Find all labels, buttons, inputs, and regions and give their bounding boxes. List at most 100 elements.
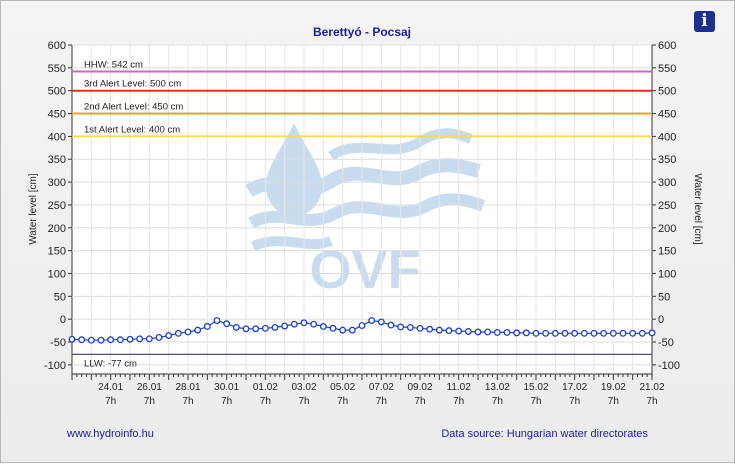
ovf-watermark-logo (245, 123, 486, 251)
series-point (474, 328, 482, 336)
y-tick-label-left: 0 (60, 314, 66, 326)
x-tick-label-date: 13.02 (485, 382, 510, 393)
series-point (629, 329, 637, 337)
series-point (648, 329, 656, 337)
series-point (145, 335, 153, 343)
x-tick-label-date: 26.01 (137, 382, 162, 393)
series-point (126, 335, 134, 343)
series-point (87, 336, 95, 344)
series-point (107, 336, 115, 344)
x-tick-label-date: 24.01 (98, 382, 123, 393)
reference-line-label: 1st Alert Level: 400 cm (84, 124, 180, 135)
y-tick-label-right: -100 (658, 360, 680, 372)
y-tick-label-right: 600 (658, 40, 676, 52)
series-point (493, 328, 501, 336)
x-tick-label-time: 7h (221, 396, 232, 407)
y-tick-label-left: 500 (48, 86, 66, 98)
y-tick-label-right: 350 (658, 154, 676, 166)
x-tick-label-time: 7h (260, 396, 271, 407)
series-point (406, 323, 414, 331)
x-tick-label-date: 21.02 (639, 382, 664, 393)
watermark-text: OVF (309, 240, 420, 300)
series-point (638, 329, 646, 337)
series-point (68, 335, 76, 343)
series-point (358, 322, 366, 330)
series-point (300, 319, 308, 327)
series-point (445, 327, 453, 335)
x-tick-label-time: 7h (530, 396, 541, 407)
series-point (203, 323, 211, 330)
series-point (252, 325, 260, 333)
y-tick-label-right: 550 (658, 63, 676, 75)
series-point (377, 318, 385, 326)
y-tick-label-right: 200 (658, 223, 676, 235)
y-tick-label-right: 50 (658, 291, 670, 303)
chart-title: Berettyó - Pocsaj (313, 25, 411, 39)
series-point (522, 329, 530, 337)
series-point (561, 329, 569, 337)
series-point (78, 336, 86, 344)
reference-line-label: HHW: 542 cm (84, 60, 143, 71)
series-point (310, 320, 318, 328)
series-point (551, 329, 559, 337)
x-tick-label-date: 09.02 (407, 382, 432, 393)
y-tick-label-right: 0 (658, 314, 664, 326)
series-point (397, 323, 405, 331)
y-axis-label-right: Water level [cm] (692, 173, 703, 245)
series-point (319, 323, 327, 330)
data-source-text: Data source: Hungarian water directorate… (441, 428, 648, 440)
x-tick-label-time: 7h (646, 396, 657, 407)
x-tick-label-date: 30.01 (214, 382, 239, 393)
series-point (184, 328, 192, 336)
y-tick-label-left: 350 (48, 154, 66, 166)
series-point (271, 323, 279, 331)
y-tick-label-right: 450 (658, 109, 676, 121)
series-point (484, 328, 492, 336)
x-tick-label-time: 7h (298, 396, 309, 407)
x-tick-label-date: 05.02 (330, 382, 355, 393)
y-tick-label-left: 450 (48, 109, 66, 121)
y-tick-label-right: 250 (658, 200, 676, 212)
series-point (232, 323, 240, 331)
x-tick-label-date: 28.01 (175, 382, 200, 393)
series-point (97, 336, 105, 344)
x-tick-label-time: 7h (337, 396, 348, 407)
series-point (532, 329, 540, 337)
x-tick-label-time: 7h (453, 396, 464, 407)
series-point (600, 329, 608, 337)
series-point (348, 326, 356, 334)
series-point (368, 317, 376, 324)
x-tick-label-time: 7h (414, 396, 425, 407)
series-point (174, 329, 182, 337)
y-tick-label-right: 100 (658, 268, 676, 280)
website-link[interactable]: www.hydroinfo.hu (67, 428, 154, 440)
reference-line-label: 2nd Alert Level: 450 cm (84, 102, 183, 113)
series-point (261, 324, 269, 332)
reference-line-label: 3rd Alert Level: 500 cm (84, 79, 181, 90)
series-point (619, 329, 627, 337)
series-point (223, 320, 231, 328)
y-tick-label-left: 250 (48, 200, 66, 212)
y-tick-label-left: 50 (54, 291, 66, 303)
y-tick-label-right: 500 (658, 86, 676, 98)
series-point (290, 320, 298, 328)
y-tick-label-left: 100 (48, 268, 66, 280)
x-tick-label-date: 01.02 (253, 382, 278, 393)
y-tick-label-right: 400 (658, 131, 676, 143)
series-point (329, 324, 337, 332)
series-point (580, 329, 588, 337)
x-tick-label-time: 7h (608, 396, 619, 407)
series-point (242, 325, 250, 333)
x-tick-label-time: 7h (182, 396, 193, 407)
y-tick-label-left: -100 (44, 360, 66, 372)
x-tick-label-time: 7h (105, 396, 116, 407)
series-point (513, 329, 521, 337)
y-tick-label-right: 300 (658, 177, 676, 189)
series-point (387, 321, 395, 329)
series-point (609, 329, 617, 337)
y-tick-label-left: 550 (48, 63, 66, 75)
series-point (165, 332, 173, 340)
y-tick-label-left: 400 (48, 131, 66, 143)
info-icon[interactable]: i (694, 11, 715, 32)
